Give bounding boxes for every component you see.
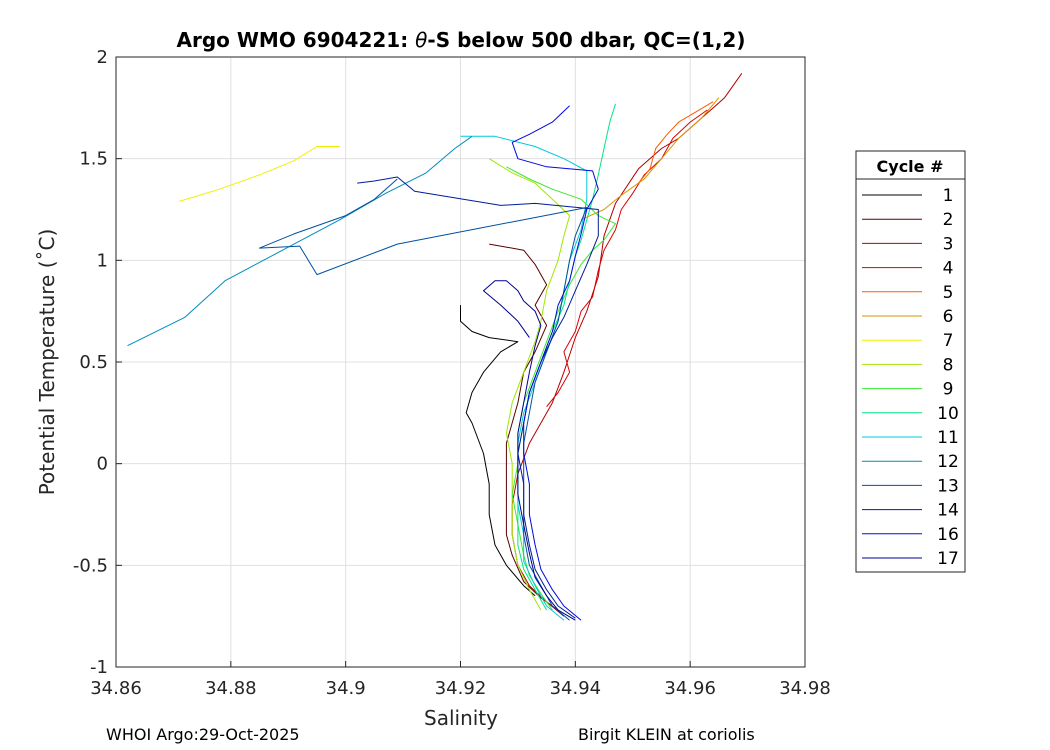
data-series xyxy=(127,73,743,621)
y-tick-label: 2 xyxy=(97,47,108,68)
x-tick-label: 34.92 xyxy=(435,678,487,699)
footer-left: WHOI Argo:29-Oct-2025 xyxy=(106,725,300,744)
chart-title: Argo WMO 6904221: θ-S below 500 dbar, QC… xyxy=(177,28,746,52)
series-line-cycle-14 xyxy=(357,176,599,619)
title-suffix: -S below 500 dbar, QC=(1,2) xyxy=(427,28,745,52)
x-tick-label: 34.86 xyxy=(90,678,142,699)
series-line-cycle-7 xyxy=(179,146,340,202)
x-axis: 34.86 34.88 34.9 34.92 34.94 34.96 34.98 xyxy=(90,661,831,699)
series-line-cycle-16 xyxy=(511,105,599,621)
legend-title: Cycle # xyxy=(877,157,944,176)
legend-label-cycle-6: 6 xyxy=(943,307,954,327)
series-line-cycle-4 xyxy=(546,109,708,408)
series-line-cycle-6 xyxy=(580,97,720,221)
series-line-cycle-9 xyxy=(506,166,616,611)
series-line-cycle-1 xyxy=(460,305,536,597)
series-line-cycle-11 xyxy=(460,135,588,621)
series-line-cycle-2 xyxy=(489,243,559,611)
legend-label-cycle-12: 12 xyxy=(937,452,959,472)
y-tick-label: 1 xyxy=(97,250,108,271)
y-tick-label: 0.5 xyxy=(79,352,108,373)
legend-label-cycle-9: 9 xyxy=(943,380,954,400)
series-line-cycle-17 xyxy=(483,280,576,621)
legend-label-cycle-11: 11 xyxy=(937,428,959,448)
legend-label-cycle-14: 14 xyxy=(937,501,959,521)
legend-label-cycle-7: 7 xyxy=(943,331,954,351)
series-line-cycle-12 xyxy=(127,135,473,347)
y-tick-label: 0 xyxy=(97,454,108,475)
legend-label-cycle-4: 4 xyxy=(943,259,954,279)
x-tick-label: 34.96 xyxy=(664,678,716,699)
series-line-cycle-8 xyxy=(488,158,571,611)
series-line-cycle-3 xyxy=(511,73,743,617)
y-tick-label: -0.5 xyxy=(73,555,108,576)
x-axis-label: Salinity xyxy=(424,706,498,730)
x-tick-label: 34.9 xyxy=(326,678,366,699)
legend-box xyxy=(855,150,966,573)
y-tick-label: 1.5 xyxy=(79,149,108,170)
x-tick-label: 34.88 xyxy=(205,678,257,699)
series-line-cycle-5 xyxy=(638,101,714,184)
legend-label-cycle-5: 5 xyxy=(943,283,954,303)
legend-label-cycle-13: 13 xyxy=(937,476,959,496)
legend-label-cycle-8: 8 xyxy=(943,355,954,375)
y-axis-label: Potential Temperature (˚C) xyxy=(35,229,59,496)
x-tick-label: 34.94 xyxy=(550,678,602,699)
legend-label-cycle-17: 17 xyxy=(937,549,959,569)
footer-right: Birgit KLEIN at coriolis xyxy=(578,725,755,744)
legend-label-cycle-16: 16 xyxy=(937,525,959,545)
title-theta-symbol: θ xyxy=(415,28,427,52)
series-line-cycle-13 xyxy=(259,178,588,621)
y-tick-label: -1 xyxy=(90,657,108,678)
legend-label-cycle-3: 3 xyxy=(943,234,954,254)
x-tick-label: 34.98 xyxy=(779,678,831,699)
legend-label-cycle-1: 1 xyxy=(943,186,954,206)
grid-lines xyxy=(115,56,806,668)
title-prefix: Argo WMO 6904221: xyxy=(177,28,416,52)
legend-label-cycle-2: 2 xyxy=(943,210,954,230)
legend-label-cycle-10: 10 xyxy=(937,404,959,424)
y-axis: -1 -0.5 0 0.5 1 1.5 2 xyxy=(73,47,122,678)
